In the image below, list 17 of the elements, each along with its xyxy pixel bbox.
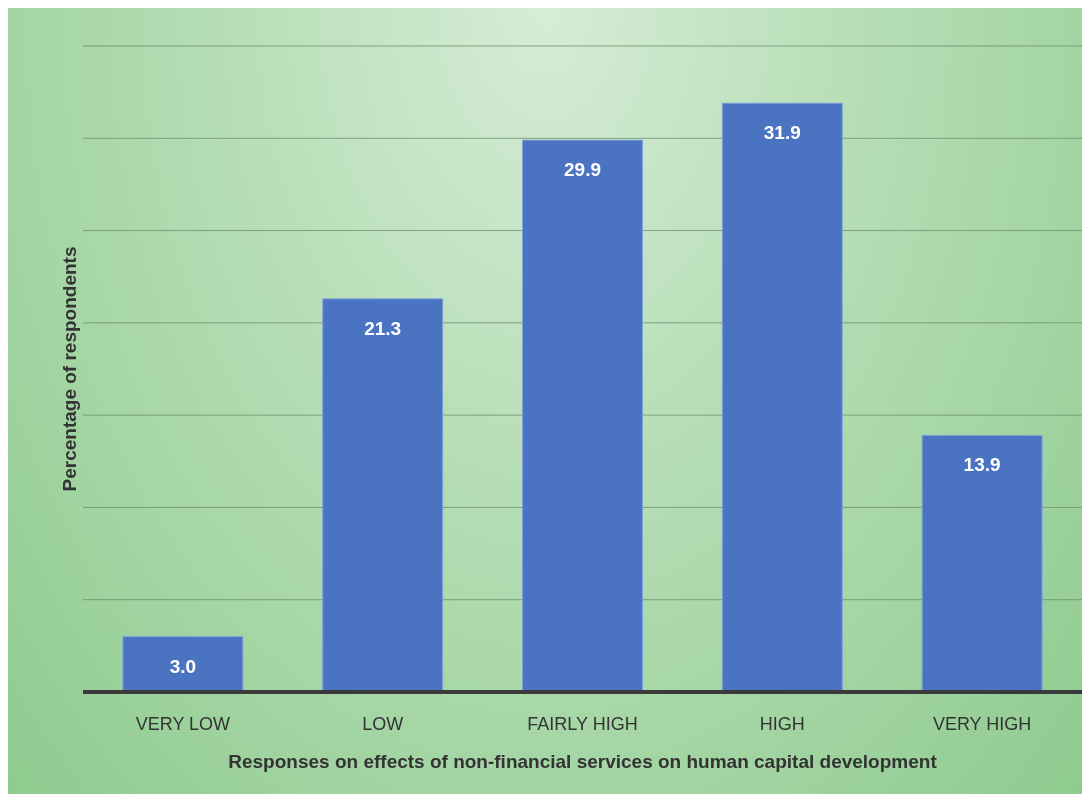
x-tick-label: HIGH bbox=[759, 714, 805, 734]
data-label: 31.9 bbox=[763, 122, 801, 144]
bar bbox=[721, 102, 843, 693]
data-label: 29.9 bbox=[564, 159, 601, 181]
bar bbox=[921, 434, 1043, 693]
x-tick-label: LOW bbox=[362, 714, 404, 734]
data-label: 21.3 bbox=[364, 317, 402, 339]
y-axis-title: Percentage of respondents bbox=[59, 246, 80, 492]
bar bbox=[122, 636, 244, 693]
x-tick-label: VERY LOW bbox=[135, 714, 231, 734]
bar bbox=[322, 298, 444, 693]
x-axis-title: Responses on effects of non-financial services on human capital development bbox=[228, 751, 938, 772]
x-tick-label: VERY HIGH bbox=[932, 714, 1032, 734]
bar bbox=[522, 139, 643, 693]
x-tick-label: FAIRLY HIGH bbox=[527, 714, 638, 734]
data-label: 3.0 bbox=[169, 655, 197, 677]
data-label: 13.9 bbox=[963, 454, 1001, 476]
